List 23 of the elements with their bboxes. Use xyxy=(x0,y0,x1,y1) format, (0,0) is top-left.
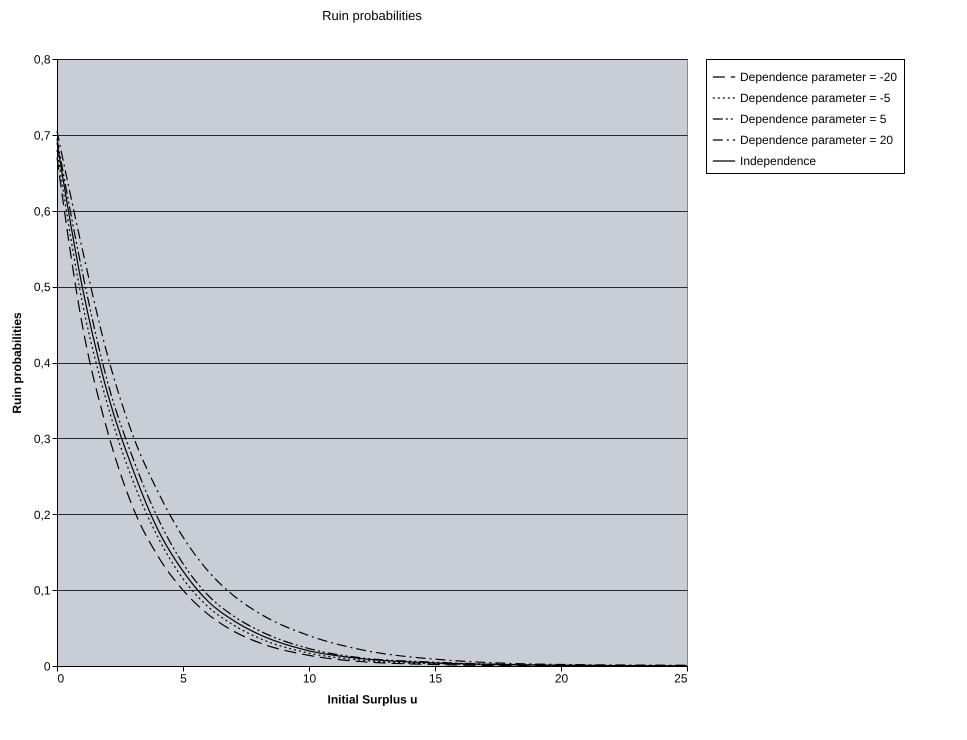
y-axis-title: Ruin probabilities xyxy=(10,312,24,414)
x-tick-label: 5 xyxy=(180,672,188,686)
x-tick-label: 0 xyxy=(58,672,64,686)
y-tick-label: 0,8 xyxy=(34,52,51,66)
x-tick-label: 25 xyxy=(674,672,688,686)
y-tick-label: 0,6 xyxy=(34,204,51,218)
legend-label: Dependence parameter = -5 xyxy=(740,91,891,105)
y-tick-label: 0,5 xyxy=(34,280,51,294)
x-tick-label: 20 xyxy=(554,672,568,686)
legend-label: Dependence parameter = 20 xyxy=(740,133,894,147)
y-tick-label: 0,2 xyxy=(34,508,51,522)
y-tick-label: 0,7 xyxy=(34,128,51,142)
x-axis-title: Initial Surplus u xyxy=(327,692,418,706)
legend-label: Dependence parameter = 5 xyxy=(740,112,887,126)
y-tick-label: 0,3 xyxy=(34,432,51,446)
x-tick-label: 15 xyxy=(428,672,442,686)
y-tick-label: 0 xyxy=(44,660,51,674)
chart-title: Ruin probabilities xyxy=(322,8,422,23)
y-tick-label: 0,4 xyxy=(34,356,51,370)
y-tick-label: 0,1 xyxy=(34,584,51,598)
x-tick-label: 10 xyxy=(302,672,316,686)
legend-label: Independence xyxy=(740,154,816,168)
legend-label: Dependence parameter = -20 xyxy=(740,70,898,84)
